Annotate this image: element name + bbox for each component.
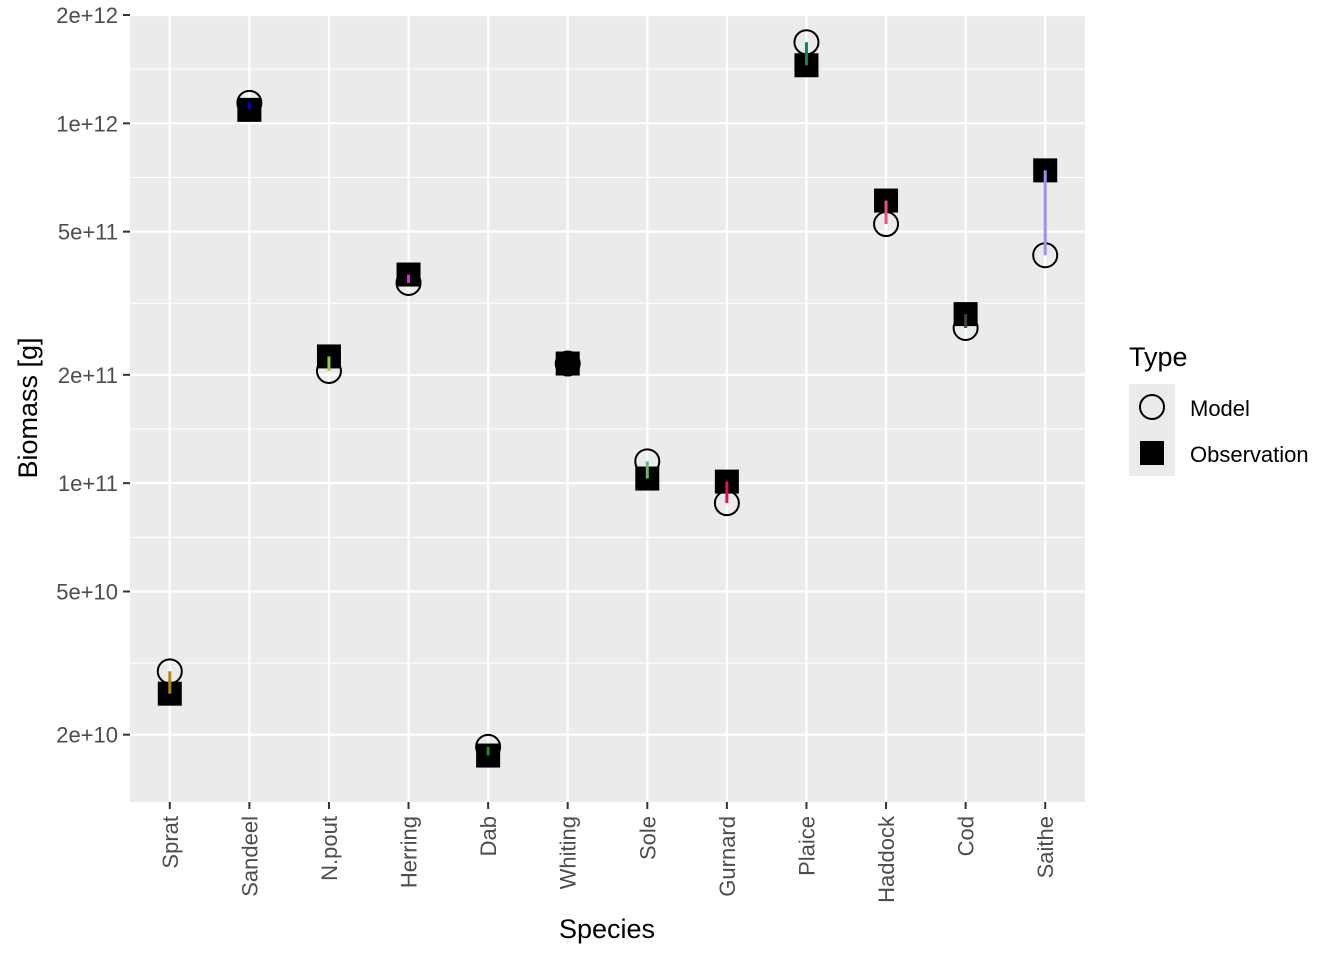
- legend-title: Type: [1129, 342, 1188, 372]
- legend: Type Model Observation: [1129, 342, 1309, 476]
- legend-key-bg-model: [1129, 384, 1175, 430]
- x-tick-label: Sandeel: [237, 816, 262, 897]
- x-tick-label: Sole: [635, 816, 660, 860]
- x-tick-label: Sprat: [158, 816, 183, 869]
- legend-model-marker: [1139, 394, 1165, 420]
- x-tick-label: Saithe: [1033, 816, 1058, 878]
- y-axis: 2e+10 5e+10 1e+11 2e+11 5e+11 1e+12 2e+12: [56, 3, 130, 748]
- x-tick-label: Dab: [476, 816, 501, 856]
- y-tick-label: 5e+10: [56, 579, 118, 604]
- legend-label-model: Model: [1190, 396, 1250, 421]
- y-tick-label: 5e+11: [58, 220, 118, 245]
- y-tick-label: 2e+11: [58, 363, 118, 388]
- x-tick-label: Plaice: [794, 816, 819, 876]
- y-tick-label: 2e+12: [56, 3, 118, 28]
- x-tick-label: N.pout: [317, 816, 342, 881]
- model-point: [554, 350, 581, 377]
- x-tick-label: Haddock: [874, 815, 899, 903]
- x-tick-label: Herring: [397, 816, 422, 888]
- x-tick-label: Gurnard: [715, 816, 740, 897]
- x-tick-label: Whiting: [556, 816, 581, 889]
- model-point: [236, 89, 263, 116]
- model-point: [475, 733, 502, 760]
- y-tick-label: 1e+12: [56, 111, 118, 136]
- x-tick-label: Cod: [954, 816, 979, 856]
- grid-major: [130, 13, 1085, 802]
- y-axis-title: Biomass [g]: [13, 337, 43, 478]
- legend-observation-marker: [1140, 441, 1164, 465]
- model-point: [395, 269, 422, 296]
- marks: [156, 29, 1059, 768]
- x-axis-title: Species: [559, 914, 655, 944]
- legend-label-observation: Observation: [1190, 442, 1309, 467]
- y-tick-label: 2e+10: [56, 723, 118, 748]
- grid-minor: [130, 68, 1085, 664]
- y-tick-label: 1e+11: [58, 471, 118, 496]
- plot-panel: [130, 15, 1085, 802]
- x-axis: Sprat Sandeel N.pout Herring Dab Whiting Sole G…: [158, 802, 1058, 903]
